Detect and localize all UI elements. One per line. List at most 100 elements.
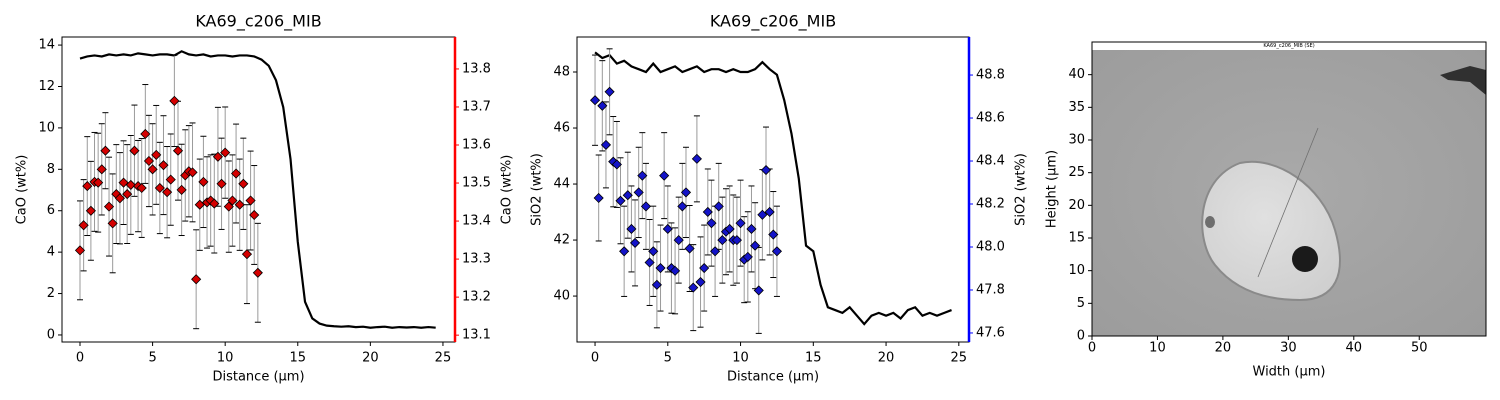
y-tick-label: 12 (38, 79, 55, 94)
diamond-marker (140, 128, 151, 140)
plot-frame (61, 36, 456, 343)
profile-line (79, 50, 436, 329)
diamond-marker (615, 195, 626, 206)
y-tick-label: 40 (1068, 67, 1085, 82)
diamond-marker (125, 179, 136, 191)
x-tick-label: 50 (1411, 341, 1428, 356)
diamond-marker (93, 177, 104, 188)
diamond-marker (249, 209, 260, 221)
y2-tick-label: 48.4 (976, 154, 1005, 169)
y-axis-label: Height (µm) (1045, 150, 1060, 228)
diamond-marker (622, 190, 633, 201)
diamond-marker (165, 174, 176, 185)
y-tick-label: 6 (47, 203, 55, 218)
diamond-marker (724, 223, 735, 235)
x-tick-label: 0 (591, 351, 599, 366)
diamond-marker (212, 151, 223, 162)
diamond-marker (764, 206, 775, 218)
diamond-marker (245, 195, 256, 206)
diamond-marker (611, 159, 622, 170)
diamond-marker (234, 199, 245, 210)
x-tick-label: 0 (1088, 341, 1096, 356)
x-tick-label: 15 (289, 351, 306, 366)
bubble (1292, 246, 1318, 272)
diamond-marker (684, 243, 695, 254)
diamond-marker (162, 187, 173, 198)
diamond-marker (651, 279, 662, 290)
plot-frame (1091, 41, 1487, 337)
diamond-marker (702, 206, 713, 218)
diamond-marker (604, 86, 615, 97)
diamond-marker (231, 168, 242, 179)
diamond-marker (695, 276, 706, 288)
y-tick-label: 15 (1068, 231, 1085, 246)
diamond-marker (731, 235, 742, 246)
diamond-marker (771, 246, 782, 257)
y-tick-label: 40 (553, 289, 570, 304)
diamond-marker (238, 178, 249, 189)
x-tick-label: 5 (148, 351, 156, 366)
diamond-marker (597, 100, 608, 111)
diamond-marker (750, 240, 761, 251)
diamond-marker (699, 262, 710, 274)
x-tick-label: 40 (1346, 341, 1363, 356)
diamond-marker (169, 95, 180, 106)
y-tick-label: 4 (47, 245, 55, 260)
y2-tick-label: 13.4 (462, 214, 491, 229)
y2-axis-label: CaO (wt%) (500, 155, 515, 225)
y2-tick-label: 48.2 (976, 197, 1005, 212)
diamond-marker (757, 209, 768, 220)
y-tick-label: 44 (553, 177, 570, 192)
diamond-marker (103, 201, 115, 212)
diamond-marker (114, 193, 125, 204)
diamond-marker (710, 246, 721, 257)
y-tick-label: 10 (38, 120, 55, 135)
sem-image (1092, 42, 1486, 336)
diamond-marker (85, 205, 96, 216)
diamond-marker (713, 201, 724, 212)
diamond-marker (209, 198, 220, 209)
diamond-marker (78, 220, 89, 231)
y2-tick-label: 13.8 (462, 61, 491, 76)
diamond-marker (589, 95, 601, 106)
diamond-marker (593, 192, 604, 204)
diamond-marker (677, 201, 688, 212)
chart-title: KA69_c206_MIB (195, 12, 321, 32)
diamond-marker (670, 265, 681, 276)
diamond-marker (252, 267, 263, 278)
diamond-marker (688, 282, 699, 293)
diamond-marker (147, 164, 158, 175)
y-tick-label: 5 (1077, 296, 1085, 311)
diamond-marker (742, 251, 753, 262)
x-tick-label: 15 (805, 351, 822, 366)
y2-tick-label: 13.2 (462, 290, 491, 305)
scan-line (1257, 127, 1319, 278)
diamond-marker (637, 170, 648, 181)
diamond-marker (220, 147, 231, 158)
y-tick-label: 14 (38, 38, 55, 53)
chart-title: KA69_c206_MIB (710, 12, 836, 32)
y-tick-label: 2 (47, 286, 55, 301)
diamond-marker (122, 188, 133, 200)
diamond-marker (172, 145, 184, 156)
diamond-marker (691, 153, 702, 164)
diamond-marker (619, 246, 630, 257)
y-axis-label: CaO (wt%) (15, 155, 30, 225)
x-tick-label: 10 (1149, 341, 1166, 356)
y2-tick-label: 48.0 (976, 239, 1005, 254)
y-tick-label: 35 (1068, 100, 1085, 115)
diamond-marker (143, 155, 155, 167)
diamond-marker (760, 164, 772, 176)
diamond-marker (74, 245, 86, 256)
y-tick-label: 0 (47, 327, 55, 342)
x-tick-label: 30 (1280, 341, 1297, 356)
y2-tick-label: 47.6 (976, 325, 1005, 340)
y2-tick-label: 13.1 (462, 328, 491, 343)
diamond-marker (768, 229, 779, 240)
diamond-marker (176, 184, 187, 195)
diamond-marker (644, 257, 655, 268)
diamond-marker (107, 218, 118, 229)
y2-axis-label: SiO2 (wt%) (1014, 153, 1029, 226)
diamond-marker (600, 139, 612, 150)
diamond-marker (82, 181, 93, 192)
